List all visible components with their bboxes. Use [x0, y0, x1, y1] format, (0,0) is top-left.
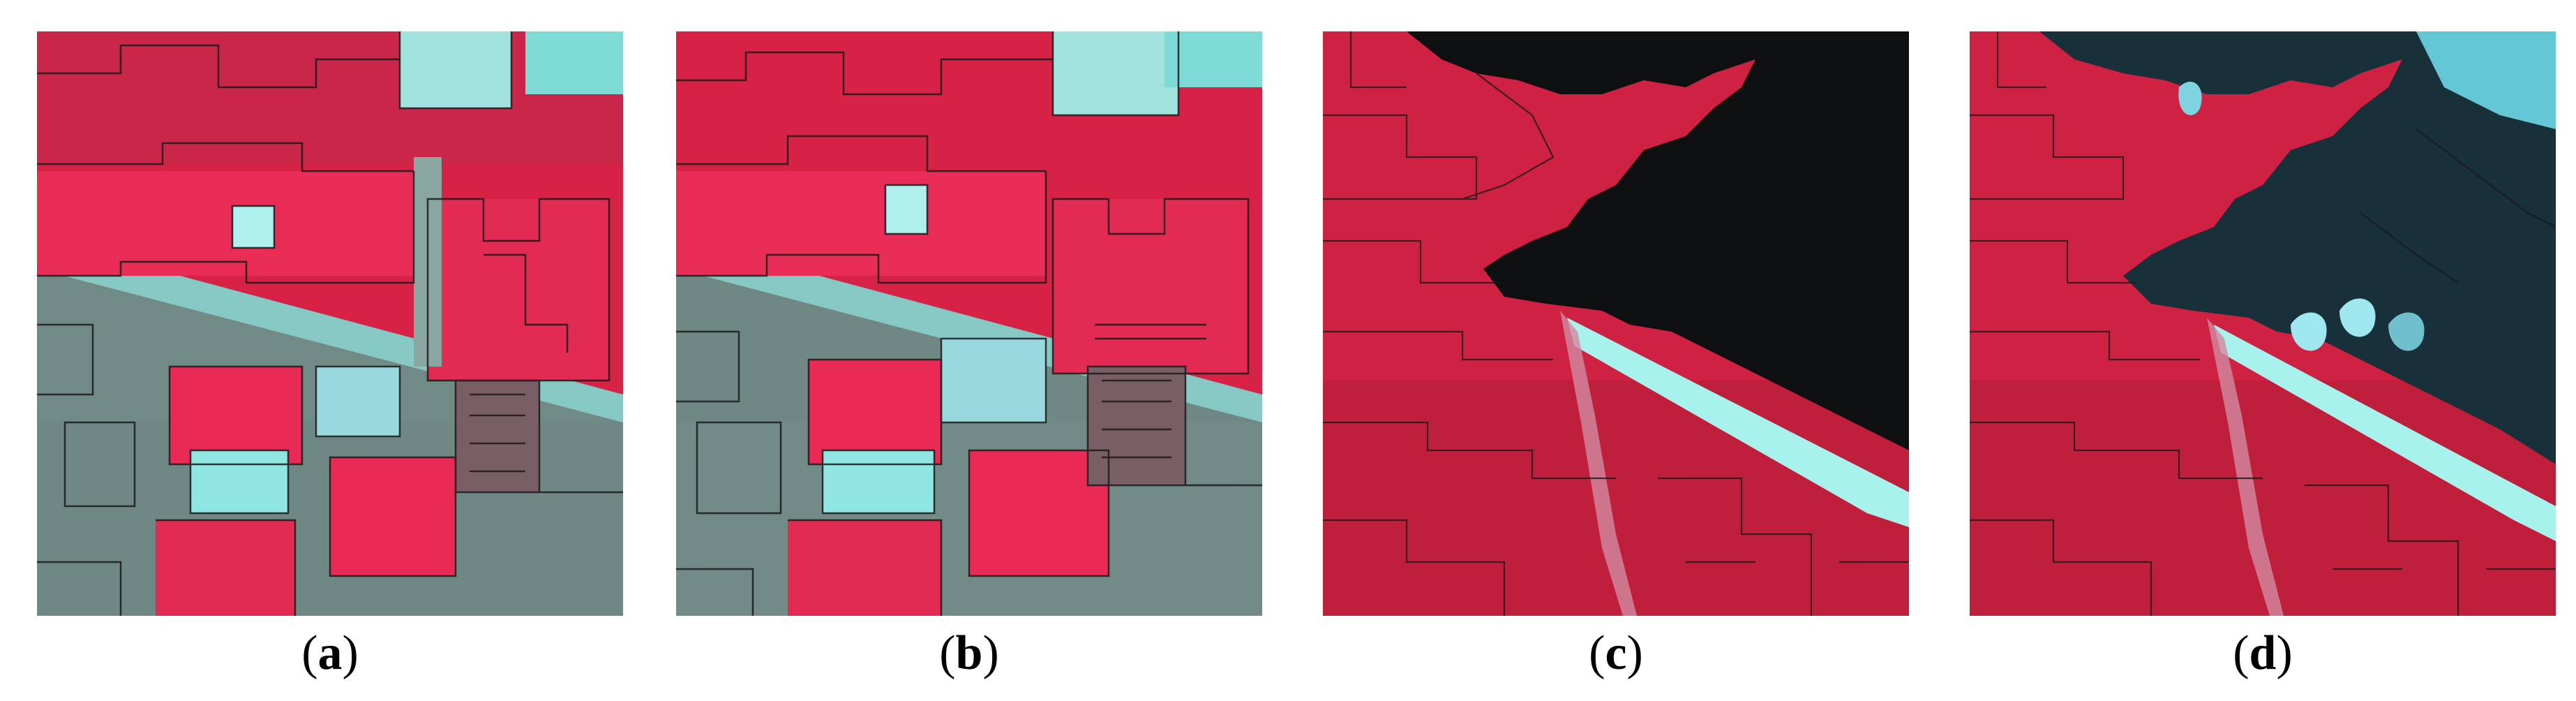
caption-a-label: a: [317, 626, 343, 680]
caption-c-open: (: [1589, 626, 1605, 680]
caption-b: (b): [676, 624, 1262, 683]
caption-b-label: b: [955, 626, 983, 680]
caption-d-label: d: [2249, 626, 2277, 680]
caption-d-open: (: [2233, 626, 2249, 680]
image-panel-d: [1970, 31, 2556, 616]
caption-a-open: (: [301, 626, 318, 680]
image-panel-a: [37, 31, 623, 616]
image-panel-b: [676, 31, 1262, 616]
caption-a: (a): [37, 624, 623, 683]
caption-c-close: ): [1626, 626, 1643, 680]
caption-b-close: ): [982, 626, 999, 680]
caption-c: (c): [1323, 624, 1909, 683]
caption-b-open: (: [939, 626, 956, 680]
caption-d: (d): [1970, 624, 2556, 683]
image-panel-c: [1323, 31, 1909, 616]
satellite-image-d: [1970, 31, 2556, 616]
caption-d-close: ): [2276, 626, 2293, 680]
caption-a-close: ): [342, 626, 359, 680]
satellite-image-b: [676, 31, 1262, 616]
caption-c-label: c: [1605, 626, 1627, 680]
satellite-image-a: [37, 31, 623, 616]
satellite-image-c: [1323, 31, 1909, 616]
